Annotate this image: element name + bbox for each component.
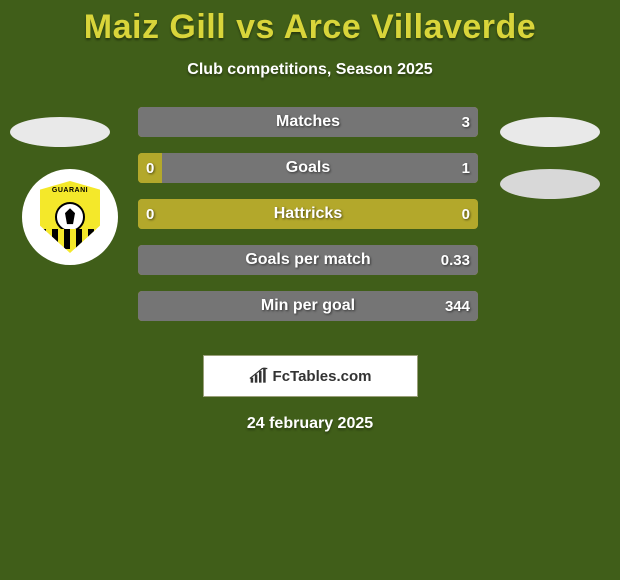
stat-row: 00Hattricks [138, 199, 478, 229]
stat-row: 0.33Goals per match [138, 245, 478, 275]
bar-left-fill [138, 153, 162, 183]
placeholder-badge-left [10, 117, 110, 147]
stat-bars: 3Matches 01Goals 00Hattricks 0.33Goals per … [138, 107, 478, 337]
club-crest-left: GUARANI [22, 169, 118, 265]
page-title: Maiz Gill vs Arce Villaverde [0, 0, 620, 47]
placeholder-badge-right-1 [500, 117, 600, 147]
comparison-stage: GUARANI 3Matches 01Goals 00Hattricks 0.33Go… [0, 107, 620, 337]
stat-row: 01Goals [138, 153, 478, 183]
subtitle: Club competitions, Season 2025 [0, 61, 620, 79]
stat-value-right: 0 [454, 199, 478, 229]
bar-chart-icon [249, 367, 269, 385]
stat-row: 344Min per goal [138, 291, 478, 321]
crest-band-text: GUARANI [40, 187, 100, 194]
bar-right-fill [138, 291, 478, 321]
placeholder-badge-right-2 [500, 169, 600, 199]
stat-row: 3Matches [138, 107, 478, 137]
branding-label: FcTables.com [273, 368, 372, 385]
stat-label: Hattricks [138, 199, 478, 229]
bar-right-fill [138, 245, 478, 275]
bar-right-fill [138, 107, 478, 137]
branding-box: FcTables.com [203, 355, 418, 397]
guarani-shield-icon: GUARANI [40, 181, 100, 253]
bar-right-fill [162, 153, 478, 183]
bar-left-fill [138, 199, 162, 229]
date-label: 24 february 2025 [0, 415, 620, 433]
